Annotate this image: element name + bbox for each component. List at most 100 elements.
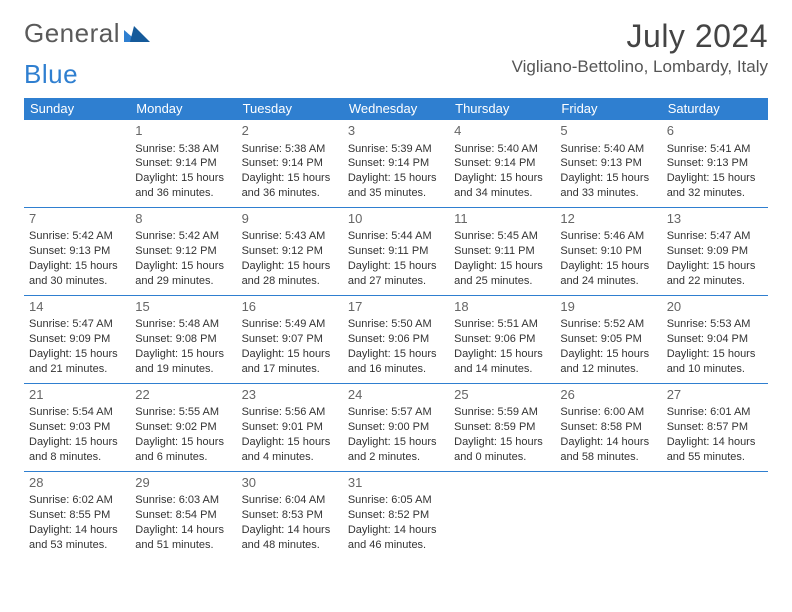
- day-number: 5: [560, 122, 656, 140]
- sunrise-text: Sunrise: 5:43 AM: [242, 229, 338, 244]
- daylight-text: and 17 minutes.: [242, 362, 338, 377]
- sunrise-text: Sunrise: 5:59 AM: [454, 405, 550, 420]
- daylight-text: and 53 minutes.: [29, 538, 125, 553]
- calendar-day-cell: 26Sunrise: 6:00 AMSunset: 8:58 PMDayligh…: [555, 383, 661, 471]
- sunset-text: Sunset: 9:09 PM: [29, 332, 125, 347]
- day-number: 12: [560, 210, 656, 228]
- day-number: 28: [29, 474, 125, 492]
- sunset-text: Sunset: 9:09 PM: [667, 244, 763, 259]
- day-header: Friday: [555, 98, 661, 120]
- daylight-text: and 10 minutes.: [667, 362, 763, 377]
- daylight-text: Daylight: 15 hours: [667, 259, 763, 274]
- calendar-week-row: 7Sunrise: 5:42 AMSunset: 9:13 PMDaylight…: [24, 207, 768, 295]
- daylight-text: Daylight: 14 hours: [29, 523, 125, 538]
- daylight-text: Daylight: 15 hours: [667, 171, 763, 186]
- calendar-day-cell: 15Sunrise: 5:48 AMSunset: 9:08 PMDayligh…: [130, 295, 236, 383]
- calendar-day-cell: 7Sunrise: 5:42 AMSunset: 9:13 PMDaylight…: [24, 207, 130, 295]
- day-header: Wednesday: [343, 98, 449, 120]
- calendar-day-cell: [662, 471, 768, 558]
- sunrise-text: Sunrise: 6:02 AM: [29, 493, 125, 508]
- daylight-text: Daylight: 14 hours: [348, 523, 444, 538]
- daylight-text: and 33 minutes.: [560, 186, 656, 201]
- sunset-text: Sunset: 9:07 PM: [242, 332, 338, 347]
- logo-word2: Blue: [24, 59, 78, 90]
- daylight-text: Daylight: 15 hours: [242, 259, 338, 274]
- sunrise-text: Sunrise: 5:53 AM: [667, 317, 763, 332]
- daylight-text: and 6 minutes.: [135, 450, 231, 465]
- daylight-text: and 58 minutes.: [560, 450, 656, 465]
- daylight-text: Daylight: 15 hours: [348, 435, 444, 450]
- daylight-text: and 28 minutes.: [242, 274, 338, 289]
- calendar-header-row: SundayMondayTuesdayWednesdayThursdayFrid…: [24, 98, 768, 120]
- calendar-day-cell: 22Sunrise: 5:55 AMSunset: 9:02 PMDayligh…: [130, 383, 236, 471]
- calendar-day-cell: 28Sunrise: 6:02 AMSunset: 8:55 PMDayligh…: [24, 471, 130, 558]
- calendar-day-cell: 31Sunrise: 6:05 AMSunset: 8:52 PMDayligh…: [343, 471, 449, 558]
- day-number: 3: [348, 122, 444, 140]
- calendar-day-cell: 13Sunrise: 5:47 AMSunset: 9:09 PMDayligh…: [662, 207, 768, 295]
- daylight-text: Daylight: 15 hours: [560, 171, 656, 186]
- daylight-text: and 25 minutes.: [454, 274, 550, 289]
- sunrise-text: Sunrise: 5:47 AM: [667, 229, 763, 244]
- calendar-table: SundayMondayTuesdayWednesdayThursdayFrid…: [24, 98, 768, 559]
- daylight-text: and 4 minutes.: [242, 450, 338, 465]
- sunrise-text: Sunrise: 5:48 AM: [135, 317, 231, 332]
- day-number: 21: [29, 386, 125, 404]
- daylight-text: and 14 minutes.: [454, 362, 550, 377]
- sunset-text: Sunset: 8:54 PM: [135, 508, 231, 523]
- calendar-day-cell: 3Sunrise: 5:39 AMSunset: 9:14 PMDaylight…: [343, 120, 449, 207]
- daylight-text: Daylight: 15 hours: [560, 259, 656, 274]
- sunrise-text: Sunrise: 5:40 AM: [454, 142, 550, 157]
- calendar-day-cell: 29Sunrise: 6:03 AMSunset: 8:54 PMDayligh…: [130, 471, 236, 558]
- sunset-text: Sunset: 9:13 PM: [667, 156, 763, 171]
- sunrise-text: Sunrise: 5:42 AM: [29, 229, 125, 244]
- daylight-text: and 8 minutes.: [29, 450, 125, 465]
- calendar-week-row: 1Sunrise: 5:38 AMSunset: 9:14 PMDaylight…: [24, 120, 768, 207]
- sunrise-text: Sunrise: 5:50 AM: [348, 317, 444, 332]
- day-number: 22: [135, 386, 231, 404]
- calendar-day-cell: 16Sunrise: 5:49 AMSunset: 9:07 PMDayligh…: [237, 295, 343, 383]
- sunset-text: Sunset: 9:12 PM: [135, 244, 231, 259]
- sunset-text: Sunset: 9:00 PM: [348, 420, 444, 435]
- sunset-text: Sunset: 9:06 PM: [454, 332, 550, 347]
- day-header: Monday: [130, 98, 236, 120]
- daylight-text: Daylight: 15 hours: [29, 435, 125, 450]
- daylight-text: and 51 minutes.: [135, 538, 231, 553]
- sunset-text: Sunset: 8:59 PM: [454, 420, 550, 435]
- sunrise-text: Sunrise: 5:42 AM: [135, 229, 231, 244]
- sunset-text: Sunset: 9:13 PM: [29, 244, 125, 259]
- sunset-text: Sunset: 9:14 PM: [454, 156, 550, 171]
- calendar-day-cell: 27Sunrise: 6:01 AMSunset: 8:57 PMDayligh…: [662, 383, 768, 471]
- day-number: 4: [454, 122, 550, 140]
- location-subtitle: Vigliano-Bettolino, Lombardy, Italy: [512, 57, 768, 77]
- daylight-text: and 22 minutes.: [667, 274, 763, 289]
- sunrise-text: Sunrise: 5:41 AM: [667, 142, 763, 157]
- daylight-text: Daylight: 15 hours: [242, 347, 338, 362]
- sunrise-text: Sunrise: 6:00 AM: [560, 405, 656, 420]
- sunset-text: Sunset: 9:06 PM: [348, 332, 444, 347]
- day-number: 18: [454, 298, 550, 316]
- daylight-text: and 30 minutes.: [29, 274, 125, 289]
- daylight-text: Daylight: 15 hours: [242, 435, 338, 450]
- sunset-text: Sunset: 8:52 PM: [348, 508, 444, 523]
- daylight-text: and 27 minutes.: [348, 274, 444, 289]
- daylight-text: and 24 minutes.: [560, 274, 656, 289]
- daylight-text: Daylight: 15 hours: [135, 435, 231, 450]
- day-number: 17: [348, 298, 444, 316]
- sunset-text: Sunset: 9:14 PM: [348, 156, 444, 171]
- sunrise-text: Sunrise: 6:01 AM: [667, 405, 763, 420]
- logo-icon: [124, 18, 150, 49]
- daylight-text: Daylight: 14 hours: [667, 435, 763, 450]
- daylight-text: and 46 minutes.: [348, 538, 444, 553]
- day-header: Thursday: [449, 98, 555, 120]
- title-block: July 2024 Vigliano-Bettolino, Lombardy, …: [512, 18, 768, 77]
- calendar-body: 1Sunrise: 5:38 AMSunset: 9:14 PMDaylight…: [24, 120, 768, 559]
- daylight-text: and 32 minutes.: [667, 186, 763, 201]
- sunset-text: Sunset: 8:55 PM: [29, 508, 125, 523]
- calendar-day-cell: 24Sunrise: 5:57 AMSunset: 9:00 PMDayligh…: [343, 383, 449, 471]
- calendar-day-cell: 20Sunrise: 5:53 AMSunset: 9:04 PMDayligh…: [662, 295, 768, 383]
- day-number: 26: [560, 386, 656, 404]
- calendar-day-cell: 12Sunrise: 5:46 AMSunset: 9:10 PMDayligh…: [555, 207, 661, 295]
- calendar-day-cell: 14Sunrise: 5:47 AMSunset: 9:09 PMDayligh…: [24, 295, 130, 383]
- sunset-text: Sunset: 9:11 PM: [454, 244, 550, 259]
- sunset-text: Sunset: 8:53 PM: [242, 508, 338, 523]
